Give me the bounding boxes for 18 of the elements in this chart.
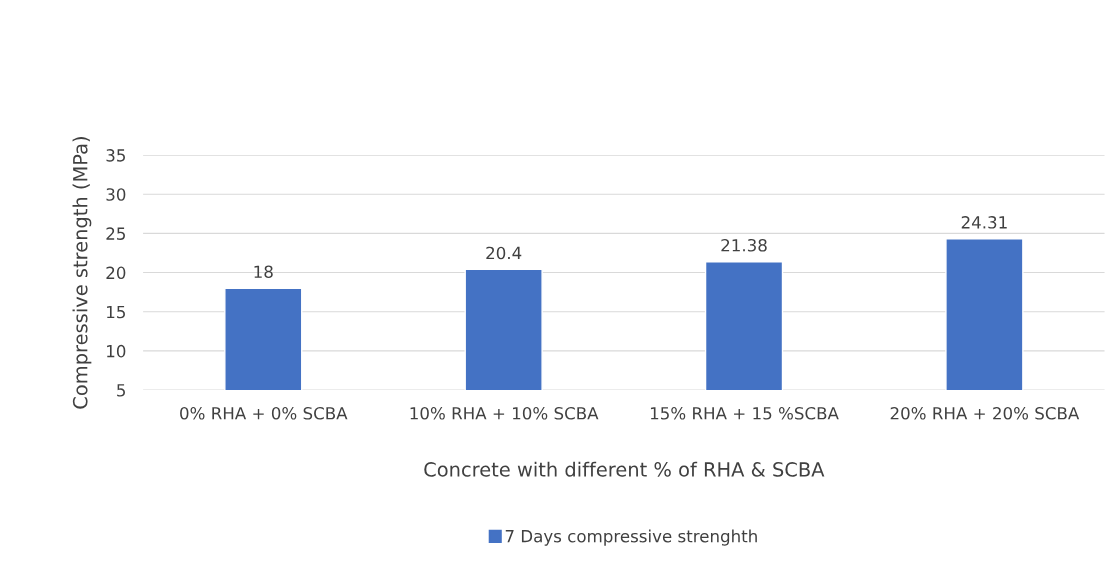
x-tick-label: 0% RHA + 0% SCBA [180,406,348,420]
y-tick-label: 25 [106,227,125,240]
y-axis-title: Compressive strength (MPa) [72,137,92,409]
data-label: 18 [254,265,273,279]
x-tick-label: 15% RHA + 15 %SCBA [650,406,839,420]
x-tick-label: 20% RHA + 20% SCBA [890,406,1080,420]
data-label: 20.4 [486,246,522,260]
y-tick-label: 30 [106,188,126,201]
y-tick-label: 10 [107,344,126,358]
y-tick-label: 15 [107,305,125,319]
data-label: 24.31 [961,216,1007,229]
y-tick-label: 35 [106,149,125,162]
x-tick-label: 10% RHA + 10% SCBA [410,406,599,420]
x-axis-title: Concrete with different % of RHA & SCBA [424,461,825,477]
data-label: 21.38 [721,238,767,252]
y-tick-label: 5 [117,384,125,397]
legend-label: 7 Days compressive strenghth [505,529,757,546]
y-tick-label: 20 [106,266,126,280]
